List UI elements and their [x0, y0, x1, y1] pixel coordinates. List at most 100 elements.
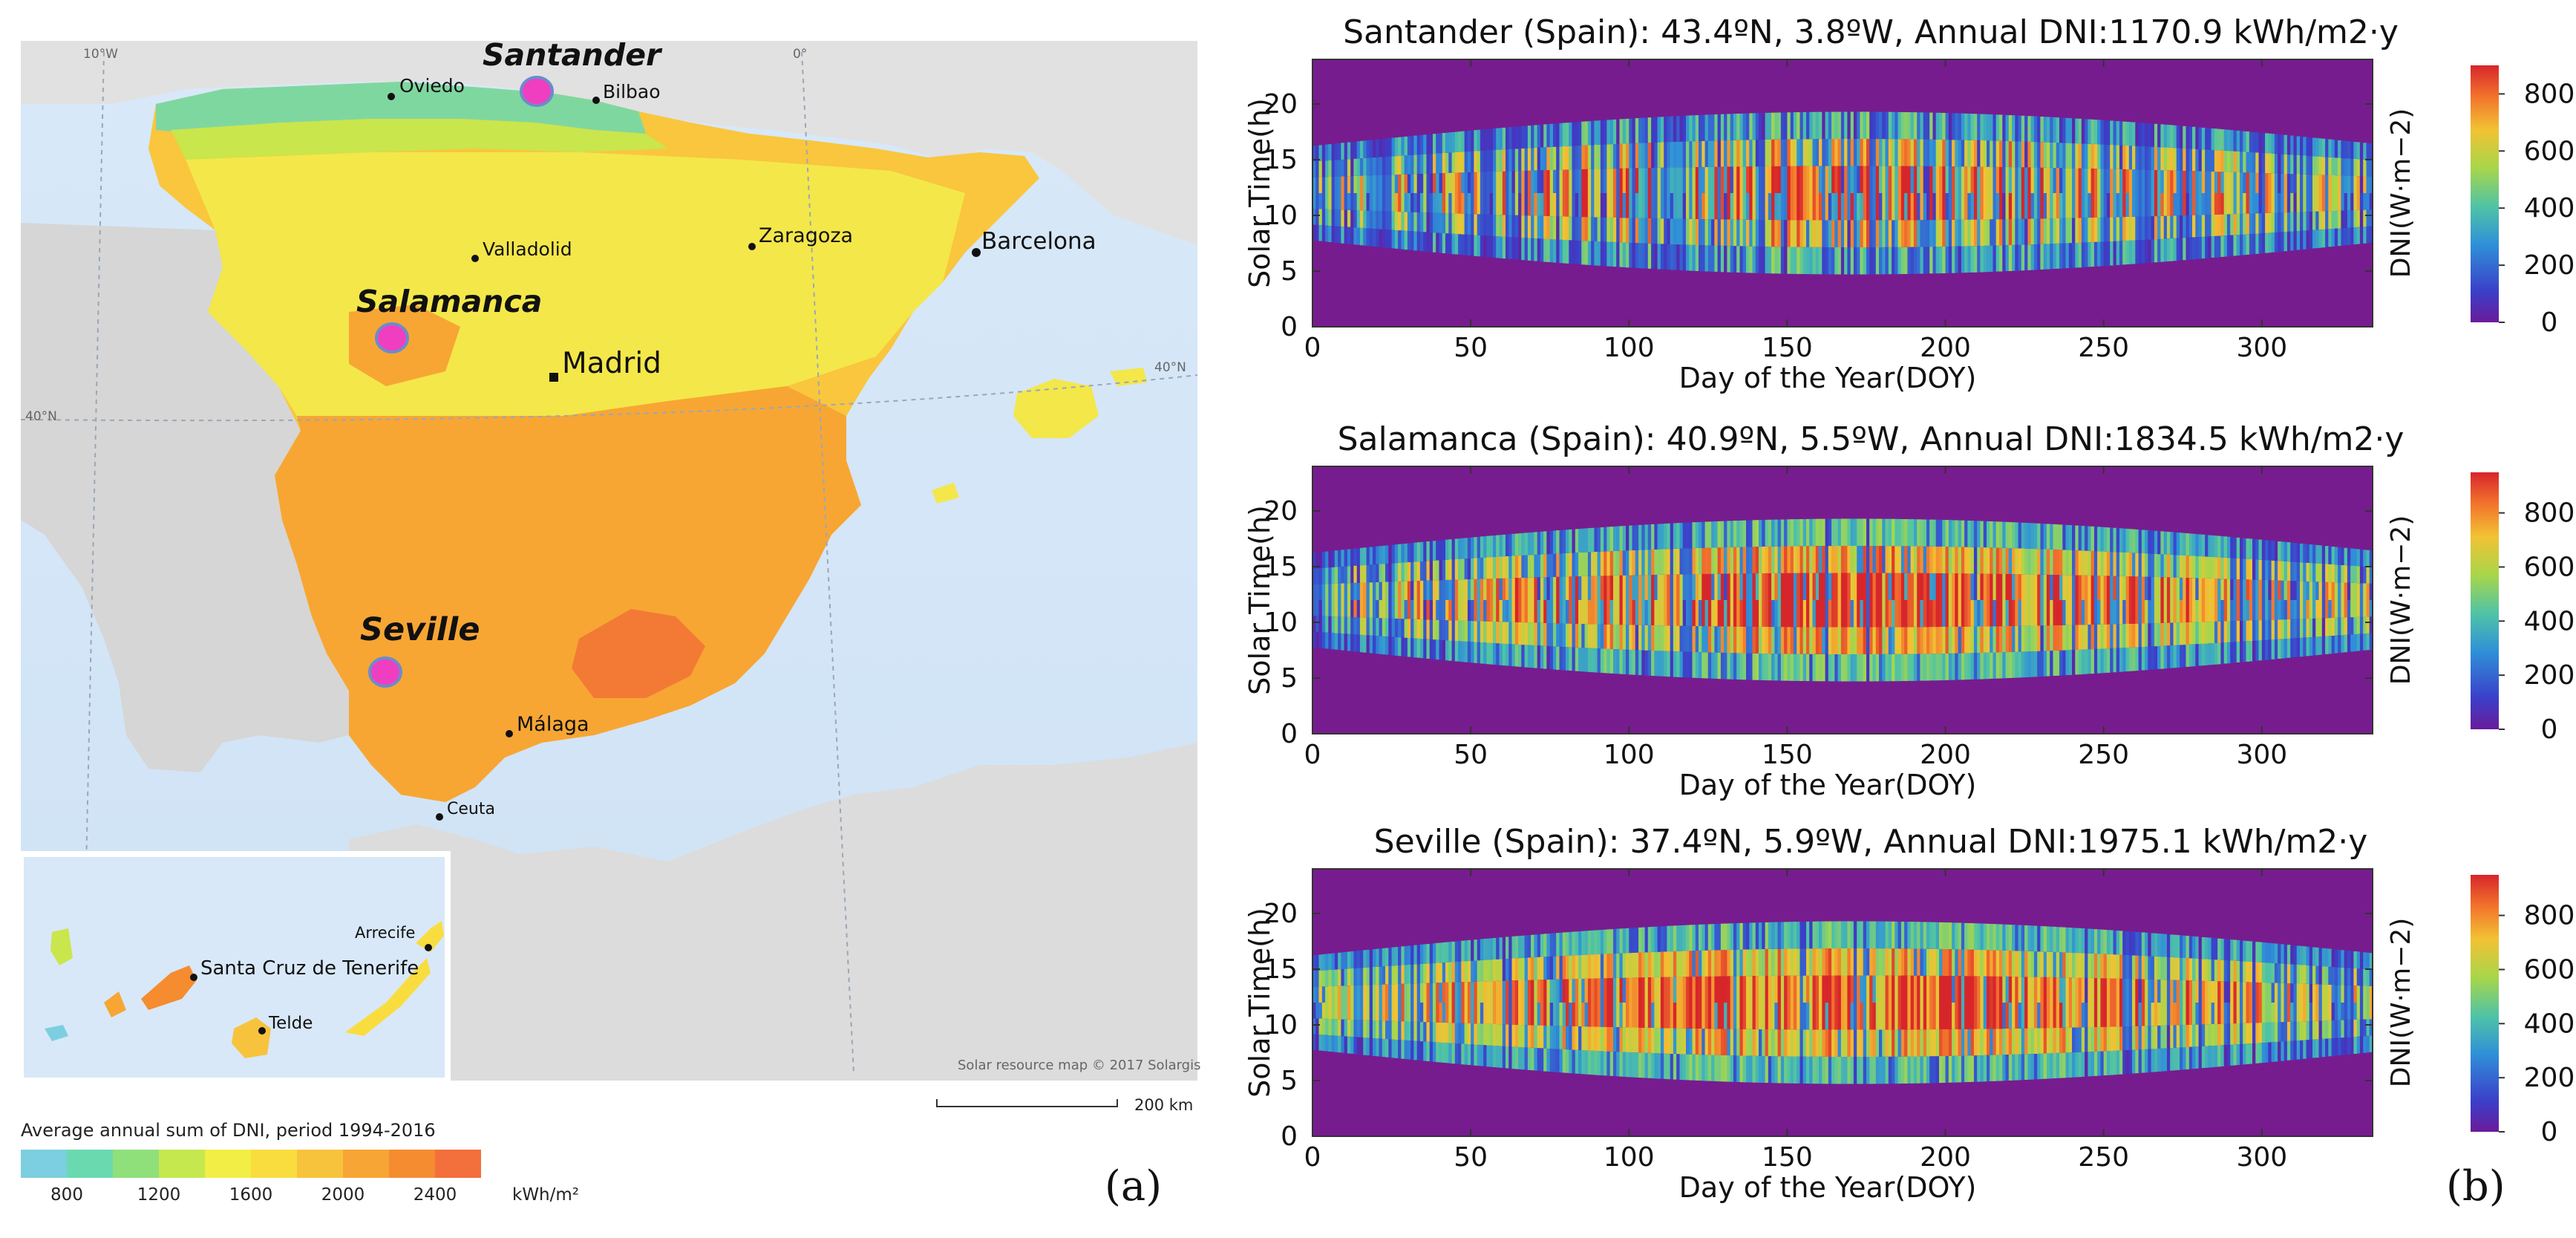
heatmap-cell	[1759, 547, 1762, 574]
heatmap-cell	[1815, 627, 1820, 654]
heatmap-cell	[2132, 623, 2136, 648]
heatmap-cell	[1999, 547, 2003, 574]
valladolid-dot	[471, 255, 479, 262]
heatmap-cell	[1477, 1044, 1481, 1066]
heatmap-cell	[2012, 115, 2016, 142]
oviedo-dot	[388, 93, 395, 100]
heatmap-cell	[2122, 193, 2127, 218]
heatmap-cell	[1679, 651, 1684, 677]
heatmap-cell	[1825, 247, 1829, 275]
heatmap-cell	[1609, 1003, 1614, 1027]
heatmap-cell	[1581, 145, 1586, 169]
heatmap-cell	[2059, 524, 2063, 550]
heatmap-cell	[1454, 579, 1459, 600]
heatmap-cell	[2217, 172, 2221, 193]
heatmap-cell	[2309, 156, 2313, 175]
heatmap-cell	[1647, 550, 1652, 575]
heatmap-cell	[1720, 923, 1725, 951]
heatmap-cell	[1673, 116, 1677, 142]
heatmap-cell	[1613, 1027, 1617, 1052]
heatmap-cell	[1904, 247, 1908, 274]
heatmap-cell	[2148, 576, 2152, 600]
heatmap-cell	[2015, 141, 2019, 168]
heatmap-cell	[2359, 176, 2364, 193]
heatmap-cell	[1315, 1018, 1320, 1035]
heatmap-cell	[1454, 1023, 1459, 1043]
heatmap-cell	[2271, 173, 2275, 193]
heatmap-cell	[1802, 112, 1807, 140]
heatmap-cell	[1746, 653, 1750, 680]
heatmap-cell	[1369, 949, 1373, 968]
heatmap-cell	[1626, 168, 1629, 193]
heatmap-cell	[2043, 167, 2047, 193]
heatmap-cell	[1673, 925, 1677, 951]
heatmap-cell	[1765, 573, 1769, 600]
heatmap-cell	[2097, 120, 2101, 145]
heatmap-cell	[1768, 546, 1772, 573]
heatmap-cell	[1657, 951, 1661, 977]
heatmap-cell	[1391, 618, 1396, 637]
heatmap-cell	[1660, 651, 1664, 677]
heatmap-cell	[1325, 551, 1329, 568]
heatmap-cell	[1733, 166, 1737, 193]
heatmap-cell	[1325, 584, 1329, 600]
heatmap-cell	[1724, 626, 1727, 653]
heatmap-cell	[1629, 953, 1633, 978]
heatmap-cell	[2246, 579, 2250, 600]
heatmap-cell	[2255, 600, 2260, 621]
legend-title: Average annual sum of DNI, period 1994-2…	[21, 1120, 436, 1141]
heatmap-cell	[2246, 620, 2250, 642]
heatmap-cell	[1635, 143, 1639, 169]
heatmap-cell	[1445, 579, 1449, 600]
heatmap-cell	[2201, 534, 2206, 557]
heatmap-cell	[1597, 217, 1601, 242]
heatmap-cell	[1616, 600, 1621, 625]
heatmap-cell	[1717, 976, 1722, 1003]
heatmap-cell	[1591, 576, 1595, 600]
heatmap-cell	[1749, 573, 1753, 600]
heatmap-cell	[1809, 193, 1814, 221]
heatmap-cell	[1578, 146, 1582, 169]
heatmap-cell	[2116, 600, 2120, 625]
heatmap-cell	[2331, 564, 2335, 582]
heatmap-cell	[1562, 530, 1566, 553]
heatmap-cell	[2088, 526, 2092, 551]
heatmap-cell	[2274, 134, 2278, 154]
heatmap-cell	[1679, 977, 1684, 1003]
heatmap-cell	[1955, 600, 1959, 627]
heatmap-cell	[1689, 651, 1693, 678]
heatmap-cell	[1385, 965, 1389, 985]
heatmap-cell	[1338, 550, 1341, 567]
heatmap-cell	[1993, 140, 1997, 167]
heatmap-cell	[2214, 235, 2218, 258]
heatmap-cell	[2223, 172, 2228, 193]
heatmap-cell	[1749, 653, 1753, 680]
heatmap-cell	[1359, 985, 1364, 1003]
heatmap-cell	[2252, 579, 2256, 600]
heatmap-cell	[1413, 212, 1418, 232]
heatmap-cell	[2106, 241, 2111, 266]
heatmap-cell	[2195, 534, 2200, 556]
heatmap-cell	[1695, 167, 1699, 193]
heatmap-cell	[2033, 600, 2038, 626]
heatmap-cell	[1692, 193, 1696, 219]
heatmap-cell	[1382, 636, 1386, 655]
heatmap-cell	[1575, 1049, 1579, 1074]
heatmap-cell	[2081, 119, 2085, 144]
heatmap-cell	[1587, 528, 1592, 553]
heatmap-cell	[2217, 557, 2221, 579]
heatmap-cell	[1641, 1003, 1646, 1028]
heatmap-cell	[1759, 653, 1762, 680]
heatmap-cell	[1483, 172, 1488, 193]
heatmap-cell	[2334, 157, 2338, 176]
heatmap-cell	[2205, 643, 2209, 665]
heatmap-cell	[1587, 193, 1592, 218]
heatmap-cell	[1537, 957, 1541, 980]
heatmap-cell	[2325, 211, 2329, 229]
heatmap-cell	[1511, 1046, 1516, 1069]
heatmap-cell	[1682, 951, 1687, 977]
heatmap-cell	[1932, 654, 1937, 681]
heatmap-cell	[1553, 193, 1557, 217]
heatmap-cell	[1736, 246, 1741, 273]
heatmap-cell	[1347, 985, 1351, 1003]
